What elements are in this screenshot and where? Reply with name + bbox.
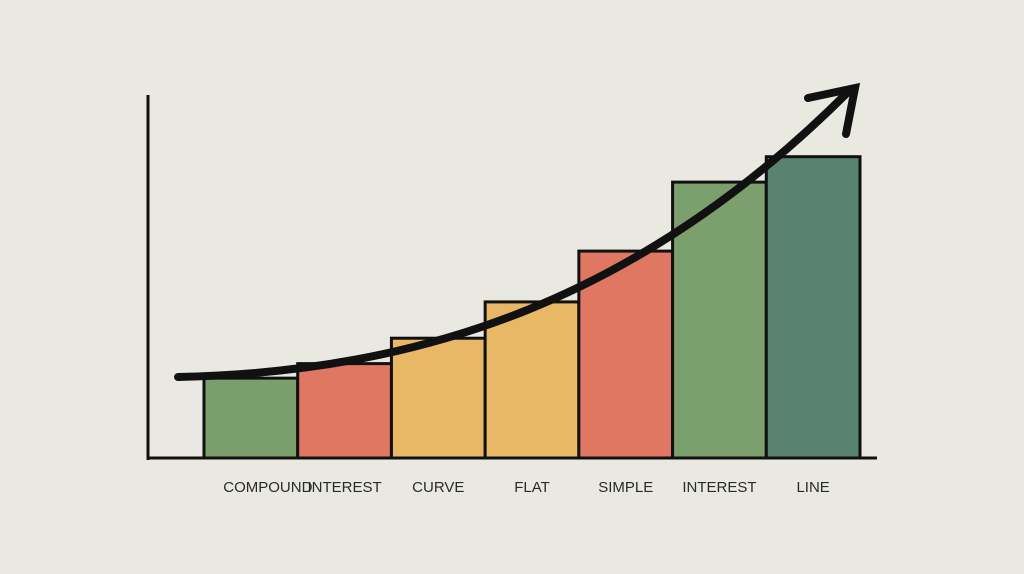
x-tick-label: SIMPLE <box>598 479 653 496</box>
bar <box>202 376 300 460</box>
bar <box>483 300 581 460</box>
growth-arrow <box>174 88 852 381</box>
x-tick-label: FLAT <box>514 479 550 496</box>
x-tick-label: INTEREST <box>682 479 756 496</box>
bar <box>764 155 862 460</box>
x-tick-label: INTEREST <box>307 479 381 496</box>
bar <box>389 336 487 460</box>
x-tick-label: CURVE <box>412 479 464 496</box>
x-tick-label: LINE <box>796 479 829 496</box>
bar <box>296 362 393 460</box>
arrow-head <box>804 82 861 138</box>
x-tick-label: COMPOUND <box>223 479 312 496</box>
